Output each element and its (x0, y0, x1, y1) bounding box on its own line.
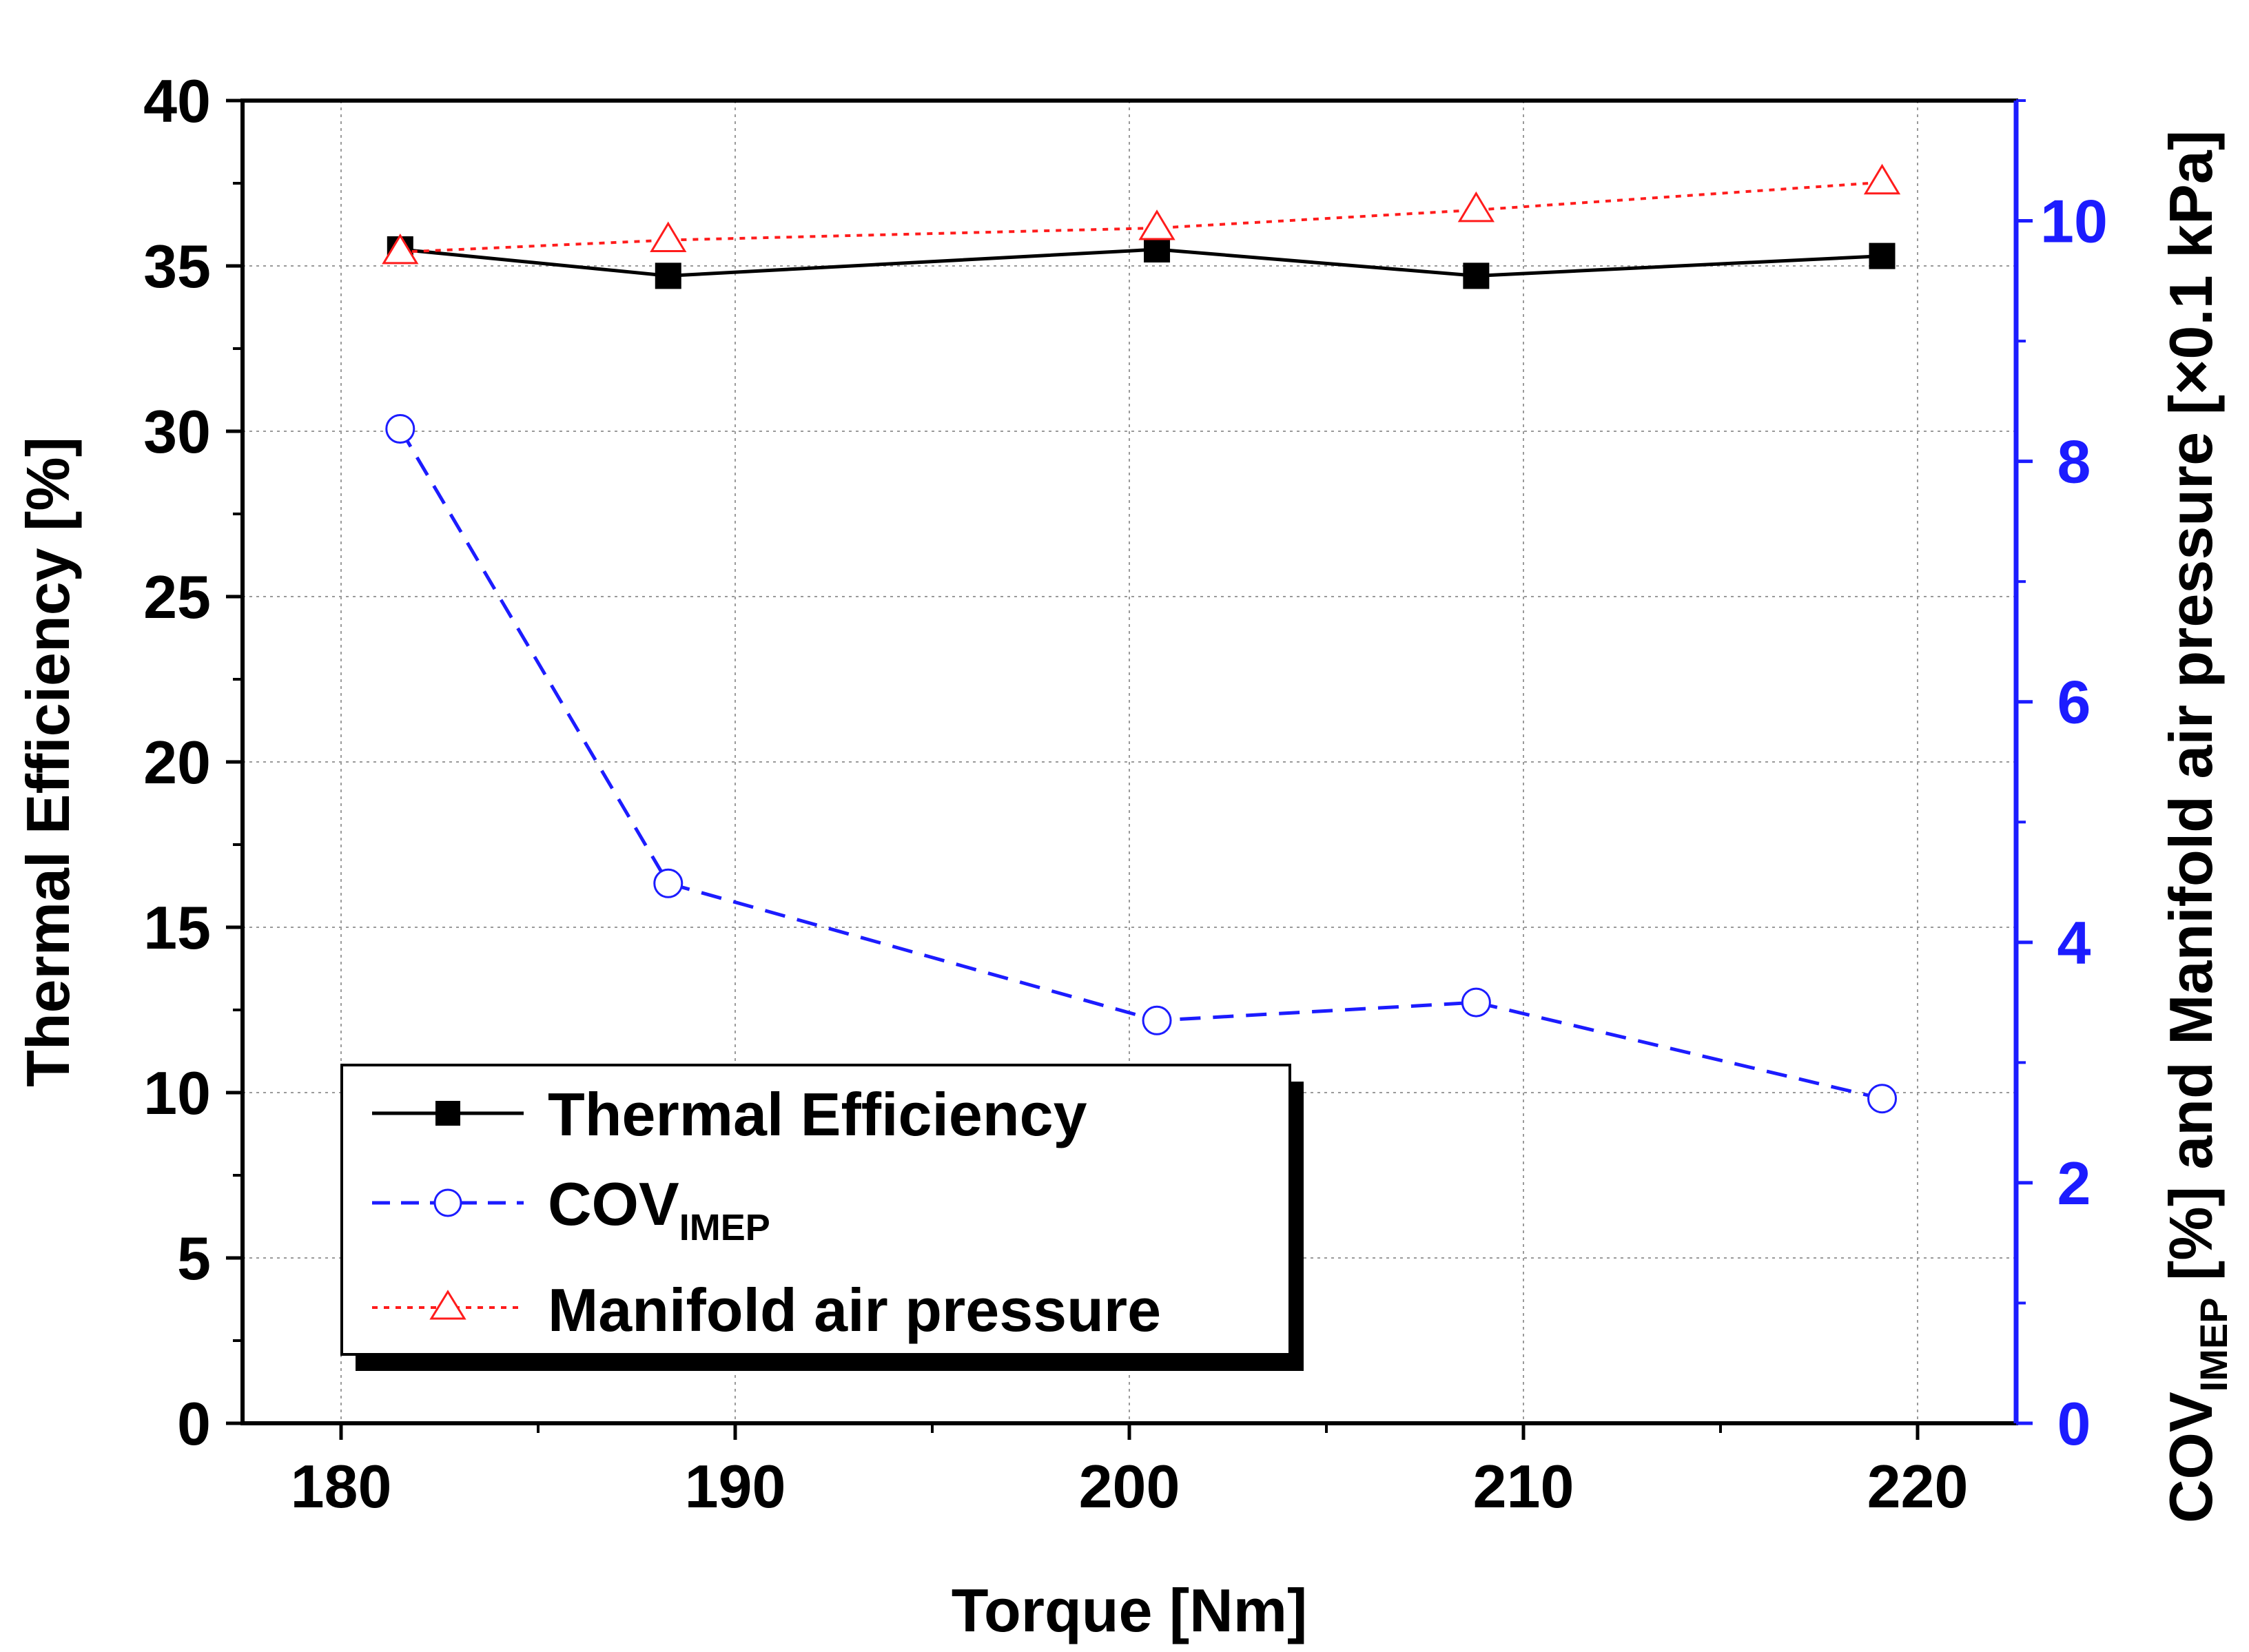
legend-item-thermal-efficiency: Thermal Efficiency (372, 1080, 1087, 1148)
data-point-square (655, 262, 681, 289)
y2-title-prefix: COV (2157, 1392, 2225, 1523)
y2-tick-label: 4 (2057, 909, 2091, 977)
data-point-circle (1461, 987, 1491, 1018)
x-tick-label: 190 (685, 1452, 786, 1520)
legend-label-manifold-air-pressure: Manifold air pressure (548, 1276, 1161, 1344)
data-point-circle (1142, 1005, 1172, 1035)
legend-item-cov-imep: COVIMEP (372, 1170, 770, 1248)
data-point-triangle (1457, 191, 1495, 223)
data-point-square (1144, 236, 1171, 262)
y-axis-ticks: 0 5 10 15 20 25 30 35 40 (143, 67, 243, 1458)
data-point-square (1869, 242, 1896, 269)
x-tick-label: 180 (291, 1452, 392, 1520)
legend-marker-triangle (429, 1290, 466, 1320)
data-point-triangle (650, 221, 687, 252)
data-point-circle (1867, 1084, 1898, 1114)
y-tick-label: 0 (177, 1390, 211, 1458)
legend: Thermal Efficiency COVIMEP Manifold air … (340, 1064, 1304, 1371)
y-tick-label: 15 (143, 894, 211, 962)
y-axis-title: Thermal Efficiency [%] (14, 437, 82, 1087)
y2-title-suffix: [%] and Manifold air pressure [×0.1 kPa] (2157, 130, 2225, 1297)
y2-axis-title: COVIMEP [%] and Manifold air pressure [×… (2157, 130, 2235, 1523)
y-tick-label: 10 (143, 1059, 211, 1127)
legend-label-cov-imep: COVIMEP (548, 1170, 770, 1248)
x-tick-label: 220 (1867, 1452, 1969, 1520)
y2-tick-label: 0 (2057, 1390, 2091, 1458)
x-axis-ticks: 180 190 200 210 220 (291, 1423, 1969, 1520)
legend-marker-square (435, 1101, 460, 1126)
y2-title-subscript: IMEP (2192, 1297, 2235, 1392)
y2-tick-label: 8 (2057, 428, 2091, 496)
data-point-circle (653, 868, 684, 898)
y-tick-label: 35 (143, 232, 211, 300)
y-tick-label: 20 (143, 728, 211, 796)
y2-tick-label: 2 (2057, 1149, 2091, 1217)
legend-label-thermal-efficiency: Thermal Efficiency (548, 1080, 1087, 1148)
series-line-2 (400, 180, 1882, 254)
y2-tick-label: 10 (2040, 187, 2108, 256)
data-point-circle (385, 414, 415, 444)
y2-tick-label: 6 (2057, 668, 2091, 736)
y-tick-label: 5 (177, 1224, 211, 1292)
x-tick-label: 200 (1079, 1452, 1180, 1520)
x-tick-label: 210 (1473, 1452, 1574, 1520)
y2-axis-ticks: 0 2 4 6 8 10 (2016, 99, 2108, 1458)
legend-label-cov: COV (548, 1170, 679, 1238)
data-point-square (1463, 262, 1490, 289)
y-tick-label: 30 (143, 397, 211, 466)
legend-item-manifold-air-pressure: Manifold air pressure (372, 1276, 1161, 1344)
data-point-triangle (1863, 163, 1901, 195)
data-point-triangle (1138, 209, 1175, 240)
y-tick-label: 40 (143, 67, 211, 135)
series-layer (382, 163, 1901, 1114)
data-point-triangle (382, 234, 419, 265)
x-axis-title: Torque [Nm] (952, 1576, 1308, 1644)
legend-marker-circle (433, 1188, 462, 1217)
legend-label-imep-subscript: IMEP (679, 1207, 770, 1248)
y-tick-label: 25 (143, 563, 211, 631)
